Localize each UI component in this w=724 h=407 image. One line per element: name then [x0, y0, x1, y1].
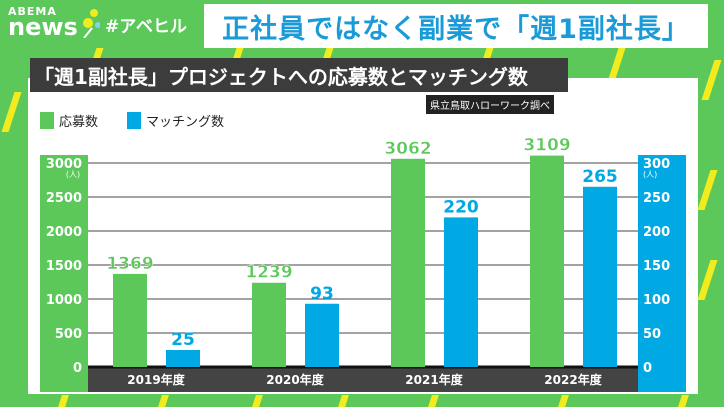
- bar-matchings: [444, 217, 478, 367]
- data-label-matchings: 25: [171, 330, 195, 350]
- x-tick-label: 2019年度: [127, 372, 185, 387]
- bar-matchings: [305, 303, 339, 367]
- right-tick-label: 250: [643, 191, 670, 206]
- left-tick-label: 500: [55, 327, 82, 342]
- left-tick-label: 1000: [46, 293, 82, 308]
- data-label-matchings: 93: [310, 284, 334, 304]
- bar-matchings: [583, 186, 617, 367]
- chart-title: 「週1副社長」プロジェクトへの応募数とマッチング数: [30, 58, 568, 92]
- legend-swatch-green: [40, 112, 54, 129]
- left-tick-label: 0: [73, 361, 82, 376]
- legend-label: 応募数: [59, 115, 99, 130]
- bar-applications: [391, 158, 425, 367]
- bar-matchings: [166, 350, 200, 367]
- data-label-applications: 1369: [106, 254, 153, 274]
- x-tick-label: 2020年度: [266, 372, 324, 387]
- left-tick-label: 3000: [46, 157, 82, 172]
- right-tick-label: 200: [643, 225, 670, 240]
- abema-news-logo: ABEMA news: [8, 5, 100, 41]
- right-axis-band: [638, 155, 686, 392]
- headline: 正社員ではなく副業で「週1副社長」: [204, 4, 708, 48]
- x-axis-band: [88, 367, 638, 392]
- hashtag[interactable]: #アベヒル: [105, 17, 187, 37]
- x-tick-label: 2022年度: [544, 372, 602, 387]
- data-label-applications: 3109: [523, 136, 570, 156]
- legend-label: マッチング数: [146, 115, 225, 130]
- right-tick-label: 300: [643, 157, 670, 172]
- data-label-applications: 3062: [384, 139, 431, 159]
- right-axis-unit: (人): [643, 170, 657, 179]
- legend-applications: 応募数: [40, 111, 98, 130]
- left-axis-band: [40, 155, 88, 392]
- data-label-applications: 1239: [245, 263, 292, 283]
- legend-swatch-blue: [127, 112, 141, 129]
- data-label-matchings: 220: [443, 197, 479, 217]
- left-axis-unit: (人): [66, 170, 80, 179]
- right-tick-label: 50: [643, 327, 661, 342]
- chart-source: 県立鳥取ハローワーク調べ: [426, 95, 554, 114]
- left-tick-label: 2500: [46, 191, 82, 206]
- logo-bottom: news: [8, 13, 78, 41]
- left-tick-label: 1500: [46, 259, 82, 274]
- bar-applications: [113, 273, 147, 367]
- right-tick-label: 0: [643, 361, 652, 376]
- left-tick-label: 2000: [46, 225, 82, 240]
- logo-top: ABEMA: [8, 5, 57, 18]
- bar-applications: [252, 282, 286, 367]
- legend-matchings: マッチング数: [127, 111, 224, 130]
- data-label-matchings: 265: [582, 167, 618, 187]
- right-tick-label: 100: [643, 293, 670, 308]
- right-tick-label: 150: [643, 259, 670, 274]
- x-tick-label: 2021年度: [405, 372, 463, 387]
- logo-dots-icon: [83, 9, 100, 38]
- bar-applications: [530, 155, 564, 367]
